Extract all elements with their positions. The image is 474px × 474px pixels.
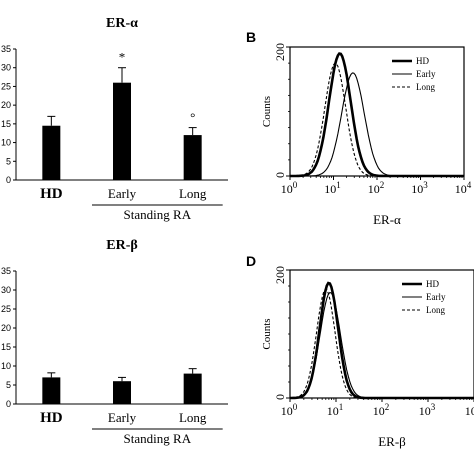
x-tick-label: 103 bbox=[419, 402, 436, 418]
bar bbox=[183, 135, 202, 180]
legend-label: HD bbox=[416, 56, 429, 66]
chart-title: ER-α bbox=[106, 16, 138, 31]
y-tick-label: 0 bbox=[273, 172, 287, 178]
histogram-long bbox=[290, 62, 464, 177]
x-tick-label: 101 bbox=[324, 180, 341, 196]
bar bbox=[183, 373, 202, 404]
legend-label: Long bbox=[416, 82, 435, 92]
significance-mark: ° bbox=[190, 110, 195, 125]
y-tick-label: 35 bbox=[1, 44, 11, 54]
x-tick-label: Long bbox=[179, 186, 207, 201]
y-tick-label: 35 bbox=[1, 266, 11, 276]
bar-chart-er-alpha: ER-α 0 5 10 15 20 25 30 35 HD * Early ° Long Standing … bbox=[1, 16, 228, 222]
x-tick-label: 100 bbox=[281, 402, 298, 418]
x-tick-label: HD bbox=[40, 186, 63, 202]
x-tick-label: 104 bbox=[465, 402, 474, 418]
x-tick-label: Early bbox=[108, 410, 137, 425]
bar bbox=[113, 82, 131, 180]
legend-label: HD bbox=[426, 279, 439, 289]
y-axis-label: Counts bbox=[261, 96, 273, 127]
x-tick-exponent: 1 bbox=[336, 180, 341, 190]
y-tick-label: 20 bbox=[1, 100, 11, 110]
x-tick-exponent: 1 bbox=[339, 402, 344, 412]
x-tick-exponent: 4 bbox=[467, 180, 472, 190]
histogram-hd bbox=[290, 281, 474, 400]
significance-mark: * bbox=[119, 50, 126, 65]
y-tick-label: 0 bbox=[6, 175, 11, 185]
y-tick-label: 0 bbox=[273, 394, 287, 400]
bar bbox=[113, 381, 131, 404]
x-tick-label: 103 bbox=[411, 180, 428, 196]
x-tick-exponent: 0 bbox=[293, 402, 298, 412]
panel-label-b: B bbox=[246, 29, 256, 45]
x-axis-label: ER-α bbox=[373, 212, 401, 227]
x-tick-label: 100 bbox=[281, 180, 298, 196]
y-tick-label: 200 bbox=[273, 266, 287, 284]
x-tick-exponent: 3 bbox=[423, 180, 428, 190]
histogram-early bbox=[289, 291, 474, 399]
y-axis-label: Counts bbox=[261, 318, 273, 349]
x-tick-label: Early bbox=[108, 186, 137, 201]
x-axis-label: ER-β bbox=[378, 434, 406, 449]
x-tick-exponent: 0 bbox=[293, 180, 298, 190]
legend-label: Early bbox=[416, 69, 436, 79]
histogram-early bbox=[290, 72, 464, 177]
bar-chart-er-beta: ER-β 0 5 10 15 20 25 30 35 HD Early Long Standing RA bbox=[1, 238, 228, 446]
y-tick-label: 200 bbox=[273, 43, 287, 61]
y-tick-label: 0 bbox=[6, 399, 11, 409]
y-tick-label: 20 bbox=[1, 323, 11, 333]
histogram-hd bbox=[290, 52, 464, 178]
x-tick-label: 102 bbox=[368, 180, 385, 196]
y-tick-label: 10 bbox=[1, 361, 11, 371]
y-tick-label: 25 bbox=[1, 81, 11, 91]
legend-label: Long bbox=[426, 305, 445, 315]
y-tick-label: 30 bbox=[1, 285, 11, 295]
group-label: Standing RA bbox=[124, 207, 192, 222]
bar bbox=[42, 125, 61, 180]
y-tick-label: 15 bbox=[1, 342, 11, 352]
y-tick-label: 10 bbox=[1, 138, 11, 148]
y-tick-label: 30 bbox=[1, 63, 11, 73]
y-tick-label: 5 bbox=[6, 156, 11, 166]
x-tick-exponent: 3 bbox=[431, 402, 436, 412]
bar bbox=[42, 377, 61, 404]
y-tick-label: 25 bbox=[1, 304, 11, 314]
x-tick-label: 101 bbox=[327, 402, 344, 418]
chart-title: ER-β bbox=[106, 238, 138, 253]
y-tick-label: 5 bbox=[6, 380, 11, 390]
panel-label-d: D bbox=[246, 253, 256, 269]
x-tick-label: Long bbox=[179, 410, 207, 425]
x-tick-exponent: 2 bbox=[385, 402, 390, 412]
x-tick-label: 104 bbox=[455, 180, 472, 196]
legend-label: Early bbox=[426, 292, 446, 302]
x-tick-exponent: 2 bbox=[380, 180, 385, 190]
group-label: Standing RA bbox=[124, 431, 192, 446]
x-tick-label: HD bbox=[40, 410, 63, 426]
y-tick-label: 15 bbox=[1, 119, 11, 129]
x-tick-label: 102 bbox=[373, 402, 390, 418]
